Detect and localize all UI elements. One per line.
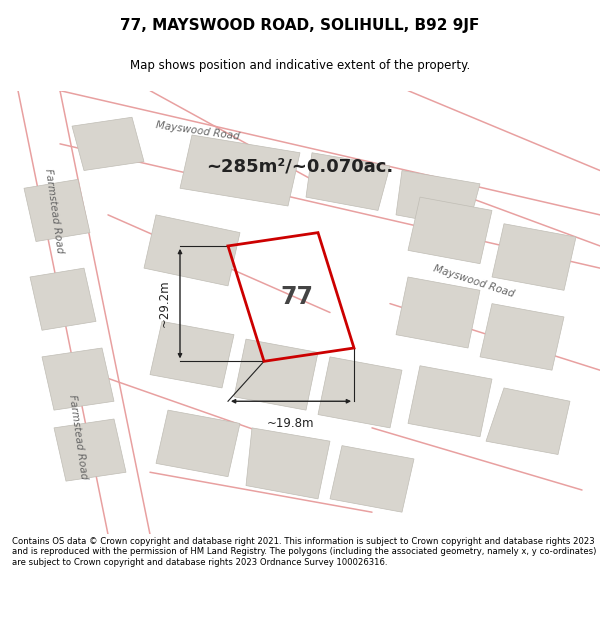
Polygon shape [180,135,300,206]
Polygon shape [486,388,570,454]
Polygon shape [234,339,318,410]
Text: Contains OS data © Crown copyright and database right 2021. This information is : Contains OS data © Crown copyright and d… [12,537,596,567]
Polygon shape [42,348,114,410]
Text: Mayswood Road: Mayswood Road [155,120,241,141]
Polygon shape [246,428,330,499]
Polygon shape [306,152,390,211]
Polygon shape [150,321,234,388]
Polygon shape [396,277,480,348]
Polygon shape [480,304,564,370]
Text: Mayswood Road: Mayswood Road [432,264,516,299]
Polygon shape [156,410,240,477]
Polygon shape [24,179,90,241]
Text: 77: 77 [281,285,314,309]
Polygon shape [408,197,492,264]
Text: Farmstead Road: Farmstead Road [43,168,65,254]
Polygon shape [54,419,126,481]
Polygon shape [144,215,240,286]
Text: ~285m²/~0.070ac.: ~285m²/~0.070ac. [206,157,394,175]
Polygon shape [330,446,414,512]
Polygon shape [408,366,492,437]
Polygon shape [30,268,96,330]
Polygon shape [396,171,480,228]
Text: Farmstead Road: Farmstead Road [67,394,89,480]
Polygon shape [72,118,144,171]
Text: ~19.8m: ~19.8m [267,417,315,430]
Text: Map shows position and indicative extent of the property.: Map shows position and indicative extent… [130,59,470,72]
Text: ~29.2m: ~29.2m [158,280,171,328]
Text: 77, MAYSWOOD ROAD, SOLIHULL, B92 9JF: 77, MAYSWOOD ROAD, SOLIHULL, B92 9JF [121,18,479,33]
Polygon shape [318,357,402,428]
Polygon shape [492,224,576,290]
